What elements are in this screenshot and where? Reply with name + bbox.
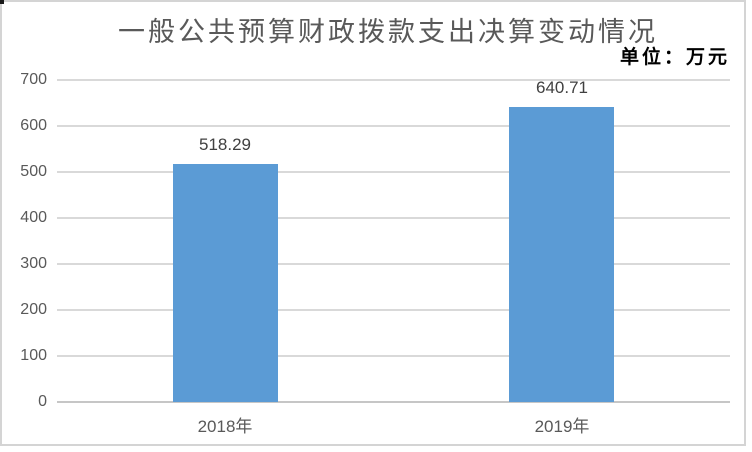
y-axis-tick-label: 400 [20,209,47,226]
gridline [57,217,730,219]
frame-corner-mark [0,0,4,4]
chart-title: 一般公共预算财政拨款支出决算变动情况 [118,17,658,47]
gridline [57,309,730,311]
data-label: 518.29 [199,135,251,154]
gridline [57,79,730,81]
y-axis-tick-label: 500 [20,163,47,180]
gridline [57,125,730,127]
x-axis-label: 2018年 [197,417,253,436]
y-axis-tick-label: 700 [20,71,47,88]
bar-2018年 [173,164,278,402]
x-axis-label: 2019年 [534,417,590,436]
gridline [57,263,730,265]
gridline [57,171,730,173]
y-axis-tick-label: 200 [20,301,47,318]
gridline [57,355,730,357]
y-axis-tick-label: 100 [20,347,47,364]
bar-2019年 [509,107,614,402]
y-axis-tick-label: 0 [38,393,47,410]
data-label: 640.71 [536,78,588,97]
x-axis-line [57,401,730,403]
unit-label: 单位：万元 [619,47,730,68]
y-axis-tick-label: 300 [20,255,47,272]
y-axis-tick-label: 600 [20,117,47,134]
